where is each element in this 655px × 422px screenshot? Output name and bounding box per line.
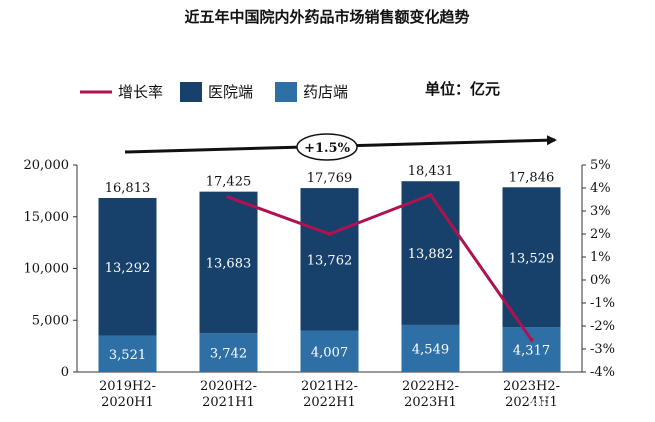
y2-tick-label: 1% (590, 250, 611, 265)
bar-hospital (502, 187, 561, 328)
bar-hospital (199, 191, 258, 334)
bar-pharmacy (199, 333, 258, 372)
total-value-label: 17,425 (206, 175, 252, 190)
x-tick-label: 2019H2-2020H1 (99, 379, 156, 410)
bar-hospital (300, 188, 359, 331)
y-tick-label: 10,000 (24, 262, 70, 277)
pharmacy-value-label: 4,317 (513, 344, 550, 359)
y2-tick-label: 2% (590, 227, 611, 242)
trend-label: +1.5% (304, 141, 351, 156)
hospital-value-label: 13,292 (105, 261, 151, 276)
legend: 增长率 医院端 药店端 (80, 82, 348, 102)
legend-pharmacy-label: 药店端 (303, 83, 348, 101)
y2-tick-label: -4% (590, 365, 615, 380)
total-value-label: 16,813 (105, 181, 151, 196)
pharmacy-value-label: 4,007 (311, 345, 348, 360)
data-labels: 3,521 13,292 16,813 3,742 13,683 17,425 4,007 1… (105, 164, 555, 363)
bar-pharmacy (401, 324, 460, 372)
bar-pharmacy (98, 335, 157, 372)
bars (98, 181, 561, 372)
legend-pharmacy-swatch (275, 82, 297, 102)
bar-pharmacy (300, 330, 359, 372)
y2-tick-label: -1% (590, 296, 615, 311)
unit-label: 单位：亿元 (425, 80, 500, 98)
growth-rate-point (226, 195, 231, 200)
chart-title: 近五年中国院内外药品市场销售额变化趋势 (184, 8, 469, 26)
x-tick-label: 2023H2-2024H1 (503, 379, 560, 410)
growth-rate-point (428, 192, 433, 197)
bar-hospital (401, 181, 460, 325)
bar-hospital (98, 197, 157, 336)
y-tick-label: 15,000 (24, 210, 70, 225)
hospital-value-label: 13,529 (509, 251, 555, 266)
y2-tick-label: 0% (590, 273, 611, 288)
y2-tick-label: 4% (590, 181, 611, 196)
pharmacy-value-label: 4,549 (412, 342, 449, 357)
y-tick-label: 0 (61, 365, 69, 380)
total-value-label: 17,769 (307, 171, 353, 186)
x-tick-label: 2022H2-2023H1 (402, 379, 459, 410)
x-axis-labels: 2019H2-2020H1 2020H2-2021H1 2021H2-2022H1 2… (99, 379, 560, 410)
x-tick-label: 2021H2-2022H1 (301, 379, 358, 410)
growth-rate-point (529, 337, 534, 342)
y2-tick-label: 5% (590, 158, 611, 173)
total-value-label: 18,431 (408, 164, 454, 179)
hospital-value-label: 13,882 (408, 247, 454, 262)
y2-tick-label: -2% (590, 319, 615, 334)
y-axis-ticks: 0 5,000 10,000 15,000 20,000 (24, 158, 77, 380)
hospital-value-label: 13,683 (206, 256, 252, 271)
legend-hospital-swatch (180, 82, 202, 102)
y-tick-label: 5,000 (32, 313, 69, 328)
watermark: 知乎 @摩熵医药 (530, 396, 618, 411)
y2-tick-label: -3% (590, 342, 615, 357)
pharmacy-value-label: 3,742 (210, 347, 247, 362)
pharmacy-value-label: 3,521 (109, 348, 146, 363)
y2-axis-ticks: -4% -3% -2% -1% 0% 1% 2% 3% 4% 5% (582, 158, 615, 380)
x-tick-label: 2020H2-2021H1 (200, 379, 257, 410)
bar-pharmacy (502, 327, 561, 372)
growth-line (226, 192, 534, 342)
y2-tick-label: 3% (590, 204, 611, 219)
trend-oval (296, 133, 358, 161)
trend-annotation: +1.5% (124, 133, 557, 161)
y-tick-label: 20,000 (24, 158, 70, 173)
hospital-value-label: 13,762 (307, 253, 353, 268)
legend-hospital-label: 医院端 (208, 83, 253, 101)
total-value-label: 17,846 (509, 170, 555, 185)
growth-rate-point (327, 232, 332, 236)
legend-growth-label: 增长率 (118, 83, 163, 101)
growth-rate-line (227, 193, 533, 341)
